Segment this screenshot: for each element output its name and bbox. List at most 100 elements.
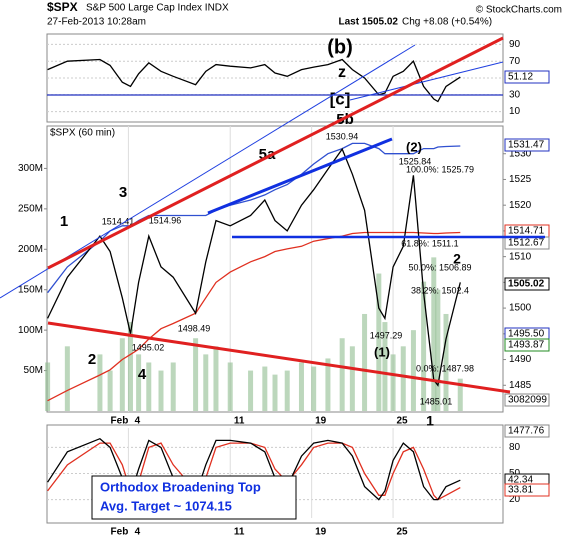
volume-bar	[213, 346, 219, 411]
annotation: 2	[88, 351, 96, 368]
annotation: 0.0%: 1487.98	[416, 363, 474, 373]
x-tick-label: 19	[315, 416, 327, 427]
symbol: $SPX	[47, 0, 78, 14]
timestamp: 27-Feb-2013 10:28am	[47, 17, 146, 28]
volume-bar	[435, 289, 441, 411]
series-line	[47, 147, 461, 387]
volume-bar	[410, 330, 416, 411]
volume-bar	[203, 354, 209, 411]
volume-bar	[362, 313, 368, 411]
note-text: Orthodox Broadening Top	[100, 479, 261, 494]
source: © StockCharts.com	[476, 5, 562, 16]
y-tick-label: 20	[509, 494, 521, 505]
annotation: 1497.29	[370, 330, 403, 340]
index-name: S&P 500 Large Cap Index INDX	[86, 3, 229, 14]
series-line	[47, 231, 461, 402]
month-label: Feb	[111, 527, 129, 538]
volume-bar	[443, 313, 449, 411]
x-tick-label: 11	[234, 416, 245, 427]
y2-tick-label: 200M	[18, 244, 43, 255]
x-tick-label: 25	[397, 416, 409, 427]
annotation: 1485.01	[420, 396, 453, 406]
value-tag	[504, 338, 550, 352]
annotation: (2)	[406, 139, 422, 154]
annotation: 1	[60, 213, 68, 230]
volume-bar	[248, 370, 254, 411]
trend-line	[47, 36, 504, 270]
y-tick-label: 1510	[509, 251, 532, 262]
annotation: 1495.02	[132, 342, 165, 352]
volume-bar	[119, 338, 125, 411]
trend-line	[349, 61, 504, 101]
volume-bar	[193, 338, 199, 411]
volume-bar	[382, 322, 388, 411]
value-tag	[504, 138, 550, 152]
volume-bar	[158, 370, 164, 411]
annotation: [c]	[330, 89, 351, 108]
panel-title: $SPX (60 min)	[50, 128, 115, 139]
volume-bar	[146, 362, 152, 411]
value-tag-label: 51.12	[508, 72, 533, 83]
y-tick-label: 1520	[509, 200, 532, 211]
volume-bar	[284, 370, 290, 411]
annotation: 1514.41	[102, 216, 135, 226]
annotation: (1)	[374, 344, 390, 359]
value-tag-label: 1512.67	[508, 238, 545, 249]
annotation: 61.8%: 1511.1	[401, 238, 458, 248]
y-tick-label: 80	[509, 442, 521, 453]
series-line	[47, 58, 461, 103]
volume-bar	[272, 374, 278, 411]
annotation: 1530.94	[326, 131, 359, 141]
month-label: Feb	[111, 416, 129, 427]
x-tick-label: 4	[135, 527, 141, 538]
x-tick-label: 25	[397, 527, 409, 538]
annotation: 2	[453, 251, 461, 267]
volume-bar	[376, 273, 382, 411]
volume-bar	[107, 370, 113, 411]
change: Chg +8.08 (+0.54%)	[402, 17, 492, 28]
volume-bar	[457, 378, 463, 411]
x-tick-label: 11	[234, 527, 245, 538]
volume-bar	[64, 346, 70, 411]
volume-bar	[431, 257, 437, 411]
value-tag	[504, 483, 550, 497]
volume-bar	[325, 358, 331, 411]
y2-tick-label: 150M	[18, 284, 43, 295]
y-tick-label: 70	[509, 56, 521, 67]
annotation: 38.2%: 1502.4	[411, 285, 469, 295]
volume-bar	[127, 322, 133, 411]
y-tick-label: 10	[509, 106, 521, 117]
value-tag-label: 1477.76	[508, 426, 545, 437]
annotation: 1	[426, 413, 434, 429]
y2-tick-label: 250M	[18, 203, 43, 214]
trend-line	[47, 321, 511, 394]
y-tick-label: 1500	[509, 303, 532, 314]
volume-bar	[349, 346, 355, 411]
y2-tick-label: 100M	[18, 325, 43, 336]
volume-bar	[170, 362, 176, 411]
value-tag-label: 1531.47	[508, 140, 545, 151]
volume-bar	[390, 354, 396, 411]
annotation: 1525.84	[399, 156, 432, 166]
value-tag	[504, 424, 550, 438]
annotation: 4	[138, 366, 147, 383]
y-tick-label: 90	[509, 39, 521, 50]
y-tick-label: 1490	[509, 354, 532, 365]
volume-bar	[298, 362, 304, 411]
value-tag	[504, 70, 550, 84]
y-tick-label: 1485	[509, 380, 532, 391]
annotation: 100.0%: 1525.79	[406, 164, 474, 174]
y-tick-label: 30	[509, 89, 521, 100]
value-tag-label: 1495.50	[508, 329, 545, 340]
value-tag-label: 1493.87	[508, 340, 545, 351]
annotation: z	[338, 64, 346, 81]
annotation: 1498.49	[178, 323, 211, 333]
last-price: Last 1505.02	[339, 17, 399, 28]
value-tag-label: 42.34	[508, 475, 533, 486]
y2-tick-label: 50M	[24, 365, 43, 376]
trend-line	[207, 137, 393, 215]
volume-bar	[262, 366, 268, 411]
value-tag	[504, 393, 550, 407]
data-layer: 103050709051.121485149014951500150515101…	[18, 36, 550, 538]
